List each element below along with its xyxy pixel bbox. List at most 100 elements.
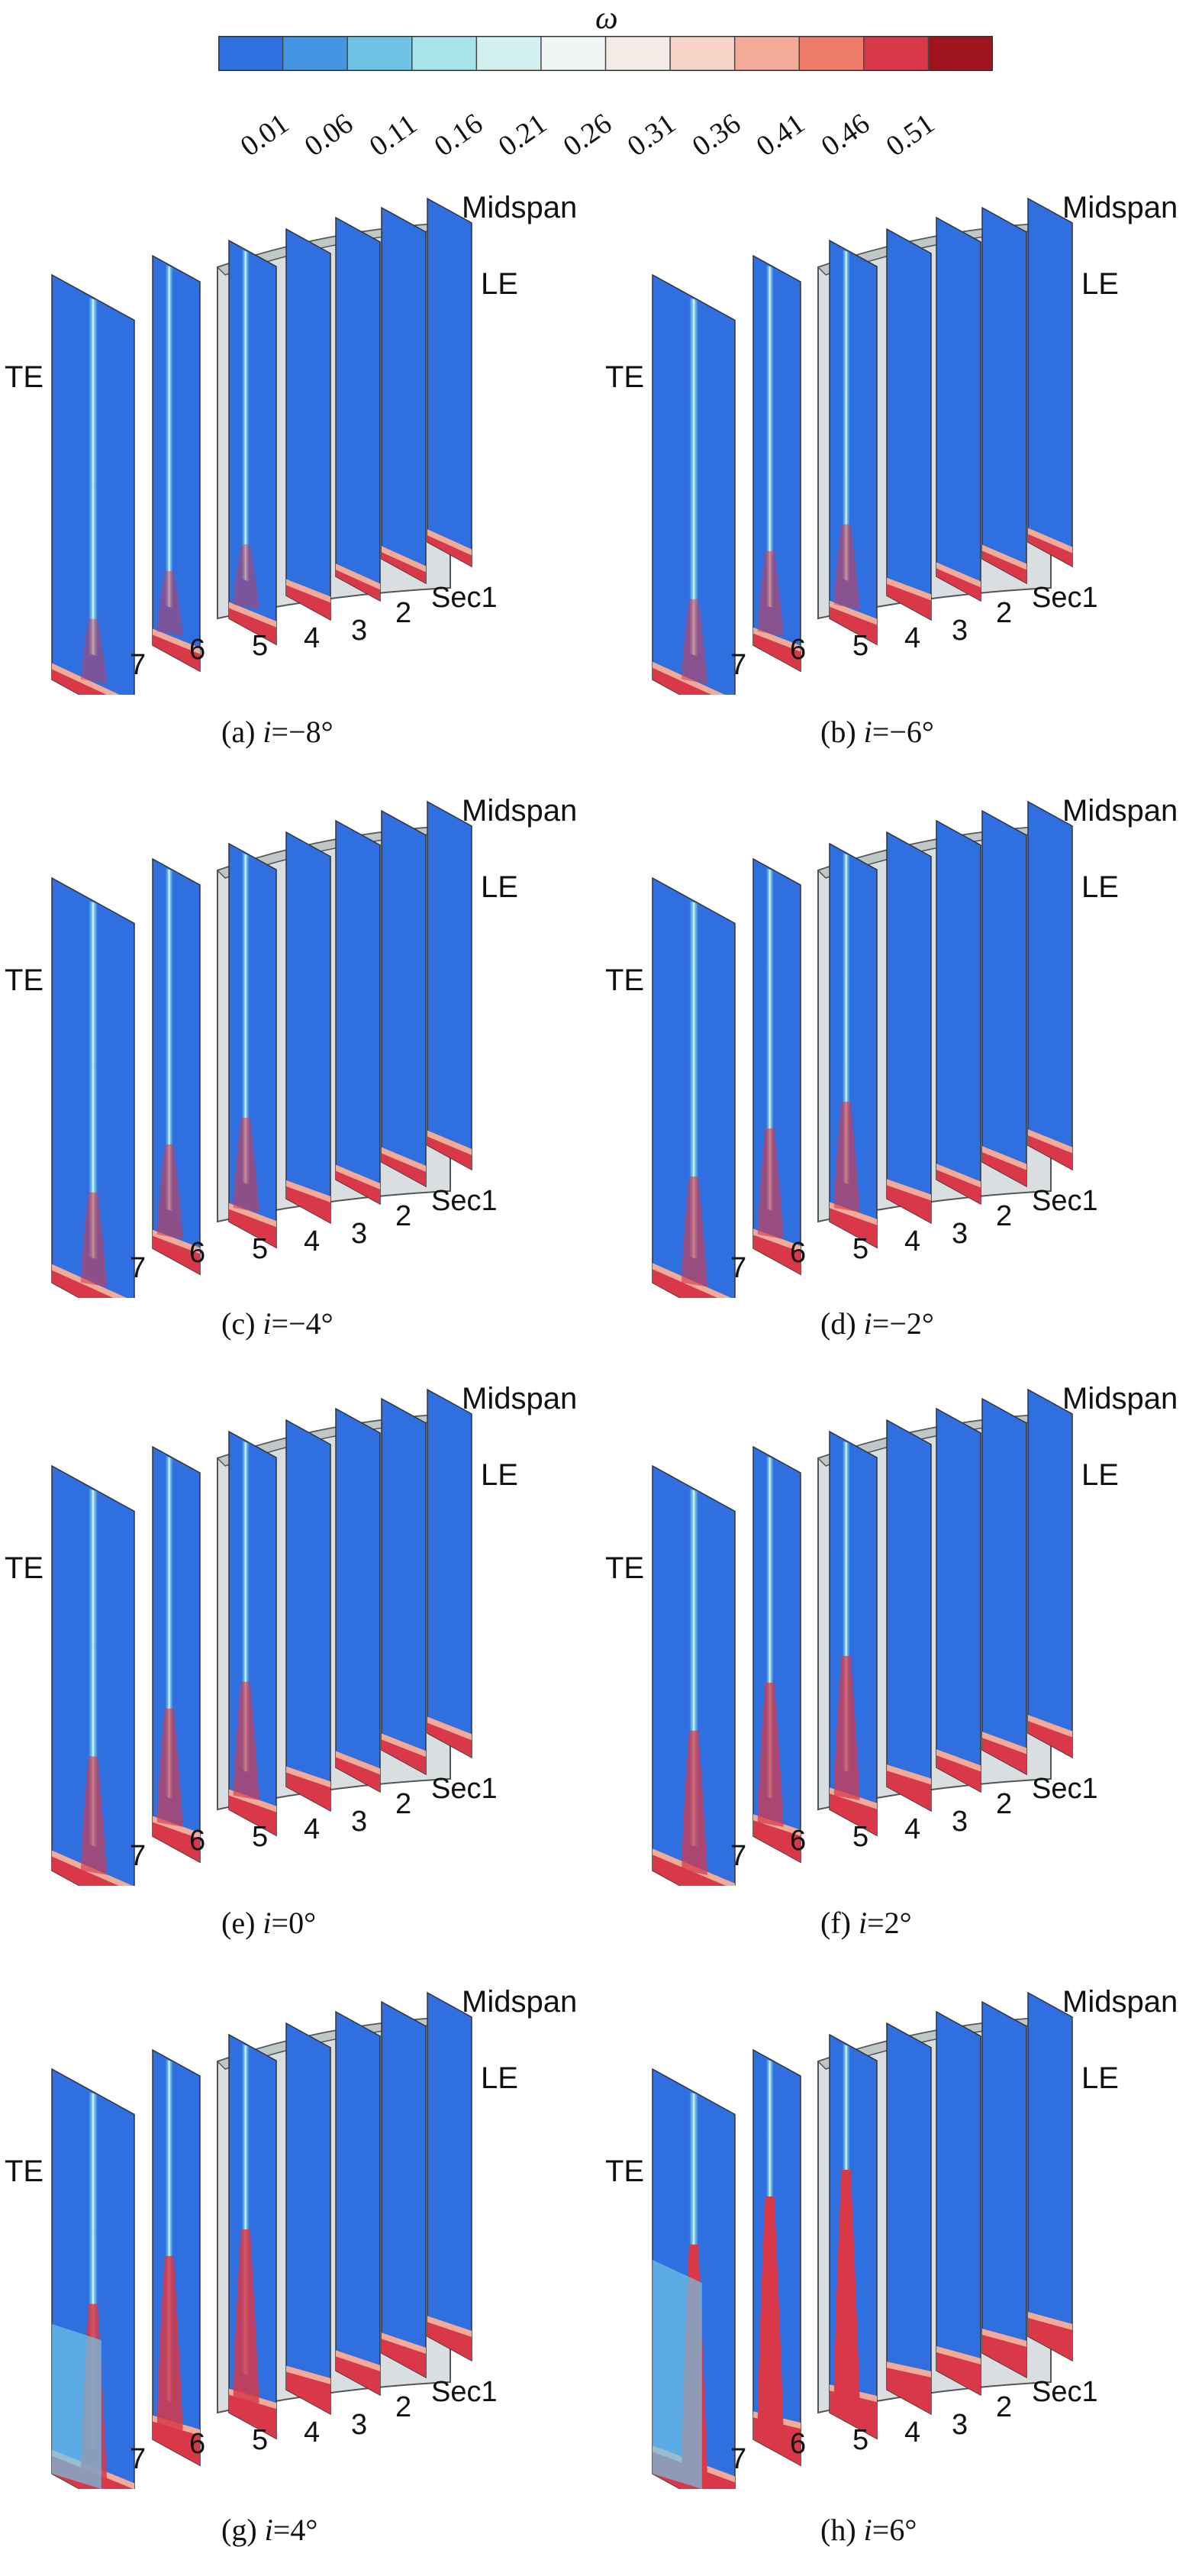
incidence-symbol: i (863, 715, 872, 749)
colorbar-swatch (863, 36, 929, 71)
le-label: LE (1081, 870, 1119, 904)
section-plane-2 (381, 206, 427, 585)
section-plane-5 (829, 1430, 878, 1837)
section-number-label: 2 (395, 1788, 412, 1820)
panel-caption: (a) i=−8° (221, 714, 334, 750)
section-plane-4 (886, 831, 932, 1225)
colorbar-swatch (282, 36, 348, 71)
colorbar-tick-label: 0.21 (492, 107, 553, 163)
section-number-label: 5 (252, 1233, 269, 1265)
section-number-label: 2 (996, 597, 1013, 629)
section-plane-5 (829, 2033, 878, 2440)
section-plane-2 (381, 809, 427, 1188)
le-label: LE (1081, 2061, 1119, 2095)
section-number-label: 6 (189, 1825, 206, 1857)
section-number-label: 6 (189, 634, 206, 666)
section-plane-4 (285, 2022, 331, 2416)
section-plane-6 (752, 2048, 801, 2467)
panel-letter: (a) (221, 715, 263, 749)
section-number-label: 5 (852, 1821, 869, 1853)
panel-caption: (f) i=2° (820, 1905, 912, 1941)
le-label: LE (481, 267, 518, 301)
colorbar-tick-label: 0.36 (686, 107, 746, 163)
incidence-symbol: i (863, 2513, 872, 2547)
colorbar-tick-label: 0.51 (880, 107, 940, 163)
section-number-label: 2 (996, 2391, 1013, 2423)
section-plane-7 (51, 1464, 135, 1886)
section-number-label: 5 (852, 1233, 869, 1265)
incidence-value: =4° (272, 2513, 318, 2547)
section-plane-6 (152, 857, 201, 1276)
section-number-label: 7 (130, 649, 147, 681)
contour-panel: Midspan LE TE Sec1 7 6 5 4 3 2 (0, 1955, 601, 2558)
section-plane-2 (981, 809, 1027, 1188)
midspan-label: Midspan (462, 191, 578, 224)
panel-letter: (c) (221, 1306, 263, 1341)
section-plane-4 (886, 1419, 932, 1813)
section-planes-plot (652, 1388, 1073, 1886)
incidence-symbol: i (263, 715, 272, 749)
section-plane-7 (652, 2068, 736, 2489)
colorbar-swatch (476, 36, 542, 71)
sec1-label: Sec1 (1032, 582, 1098, 614)
section-planes-plot (51, 1991, 472, 2489)
section-plane-1 (427, 1991, 472, 2362)
section-number-label: 3 (351, 1806, 368, 1838)
panel-letter: (f) (820, 1906, 859, 1940)
section-number-label: 4 (304, 1813, 321, 1845)
section-plane-2 (381, 1397, 427, 1776)
colorbar-tick-label: 0.11 (363, 108, 423, 163)
section-plane-4 (285, 228, 331, 621)
section-number-label: 7 (730, 649, 747, 681)
section-plane-7 (51, 2068, 135, 2489)
section-plane-5 (829, 239, 878, 646)
colorbar-swatch (347, 36, 413, 71)
section-plane-7 (652, 1464, 736, 1886)
section-plane-7 (51, 876, 135, 1298)
section-plane-2 (981, 2000, 1027, 2379)
section-number-label: 7 (130, 1252, 147, 1284)
contour-panel: Midspan LE TE Sec1 7 6 5 4 3 2 (601, 1955, 1201, 2558)
panel-letter: (g) (221, 2513, 265, 2547)
le-label: LE (481, 2061, 518, 2095)
incidence-value: =0° (271, 1906, 317, 1940)
section-planes-plot (652, 800, 1073, 1298)
incidence-symbol: i (263, 1906, 272, 1940)
section-number-label: 5 (852, 630, 869, 662)
section-plane-6 (752, 1445, 801, 1864)
section-number-label: 6 (790, 1237, 807, 1269)
section-number-label: 6 (790, 634, 807, 666)
section-plane-6 (752, 857, 801, 1276)
sec1-label: Sec1 (431, 2376, 498, 2408)
panel-caption: (g) i=4° (221, 2512, 317, 2548)
incidence-value: =2° (867, 1906, 912, 1940)
contour-panel: Midspan LE TE Sec1 7 6 5 4 3 2 (601, 763, 1201, 1367)
section-number-label: 2 (395, 1200, 412, 1232)
panel-letter: (e) (221, 1906, 263, 1940)
colorbar-title: ω (595, 1, 618, 36)
contour-panel: Midspan LE TE Sec1 7 6 5 4 3 2 (601, 160, 1201, 763)
section-number-label: 5 (852, 2424, 869, 2456)
section-plane-3 (936, 1407, 981, 1793)
section-plane-3 (936, 819, 981, 1206)
incidence-symbol: i (264, 2513, 273, 2547)
te-label: TE (5, 360, 44, 394)
midspan-label: Midspan (1062, 1382, 1178, 1416)
section-number-label: 7 (730, 1252, 747, 1284)
incidence-value: =−4° (271, 1306, 334, 1341)
colorbar-tick-label: 0.16 (428, 107, 488, 163)
incidence-value: =−6° (872, 715, 934, 749)
te-label: TE (605, 1551, 645, 1585)
colorbar-gradient (218, 35, 994, 72)
colorbar-tick-label: 0.31 (621, 107, 682, 163)
section-plane-3 (335, 216, 381, 602)
panel-caption: (h) i=6° (820, 2512, 917, 2548)
panel-letter: (d) (820, 1306, 864, 1341)
section-number-label: 3 (952, 1218, 968, 1250)
section-planes-plot (652, 1991, 1073, 2489)
contour-panel: Midspan LE TE Sec1 7 6 5 4 3 2 (0, 1351, 601, 1955)
sec1-label: Sec1 (431, 1773, 498, 1805)
section-number-label: 7 (730, 2443, 747, 2475)
section-plane-1 (1027, 197, 1073, 568)
le-label: LE (1081, 1458, 1119, 1492)
